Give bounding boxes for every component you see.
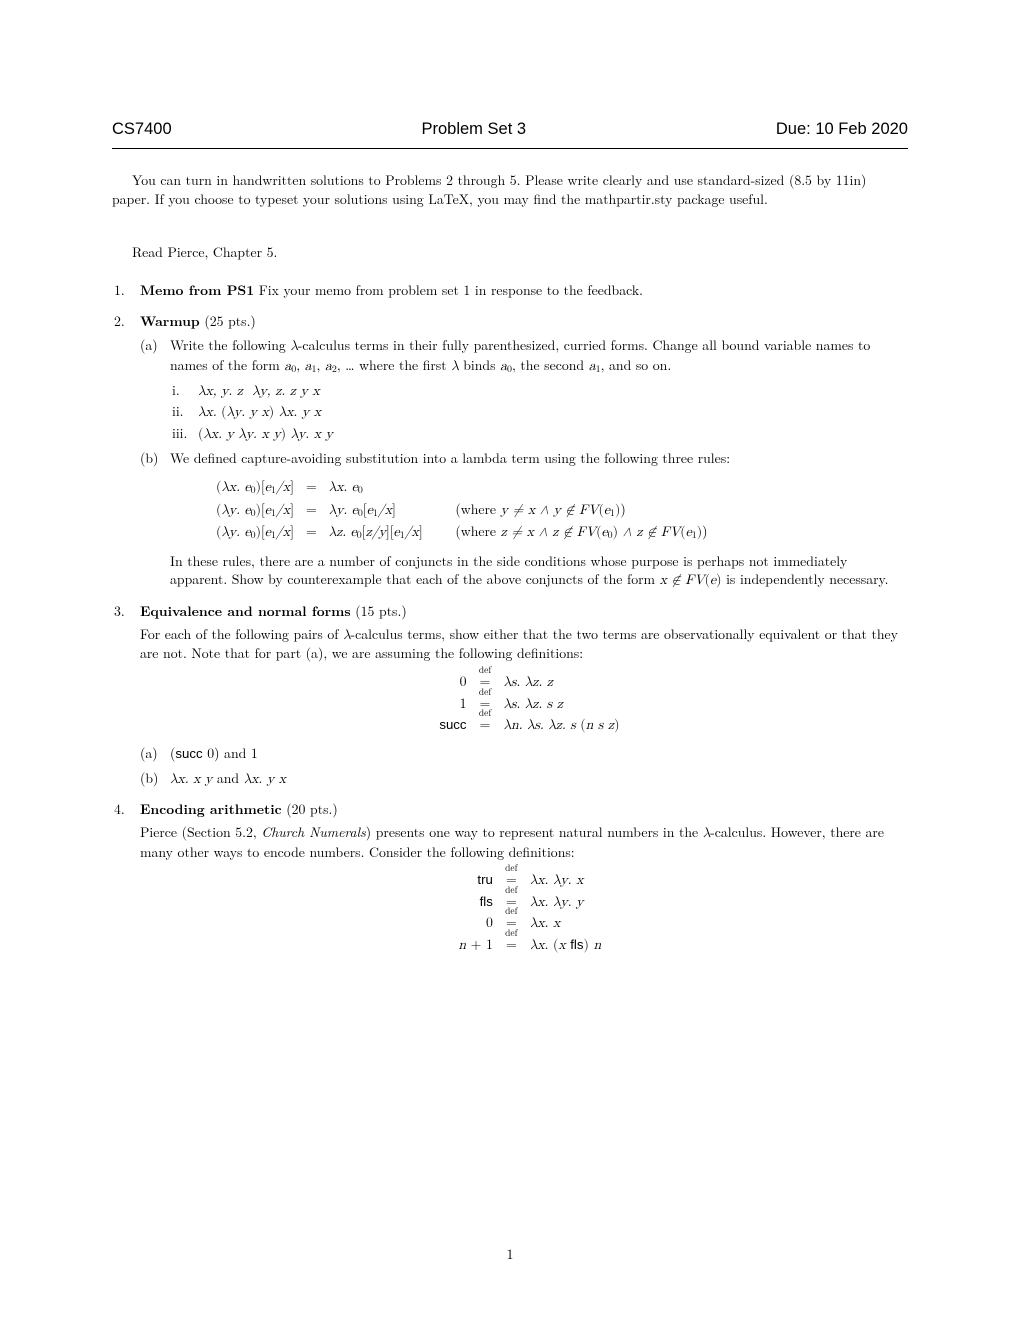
problem-3a: (succ 0) and 1 <box>170 744 908 763</box>
intro-paragraph: You can turn in handwritten solutions to… <box>112 171 908 208</box>
problem-3-points: (15 pts.) <box>355 601 406 621</box>
problems-list: Memo from PS1 Fix your memo from problem… <box>112 281 908 956</box>
reading-line: Read Pierce, Chapter 5. <box>112 243 908 262</box>
problem-3-intro: For each of the following pairs of λ-cal… <box>140 625 908 663</box>
page-header: CS7400 Problem Set 3 Due: 10 Feb 2020 <box>112 118 908 140</box>
substitution-rules: (λx. e0)[e1/x] = λx. e0 (λy. e0)[e1/x] =… <box>210 476 713 544</box>
problem-4-points: (20 pts.) <box>286 799 337 819</box>
problem-3b: λx. x y and λx. y x <box>170 769 908 789</box>
problem-1-body: Fix your memo from problem set 1 in resp… <box>259 280 643 300</box>
problem-3-defs: 0 def= λs. λz. z 1 def= λs. λz. s z succ… <box>423 671 626 736</box>
header-course: CS7400 <box>112 118 172 140</box>
problem-2b-after: In these rules, there are a number of co… <box>170 552 908 590</box>
header-title: Problem Set 3 <box>421 118 526 140</box>
problem-3-parts: (succ 0) and 1 λx. x y and λx. y x <box>140 744 908 789</box>
problem-1: Memo from PS1 Fix your memo from problem… <box>140 281 908 300</box>
problem-4-title: Encoding arithmetic <box>140 799 282 819</box>
header-due: Due: 10 Feb 2020 <box>776 118 908 140</box>
problem-2-parts: Write the following λ-calculus terms in … <box>140 336 908 590</box>
problem-4-defs: tru def= λx. λy. x fls def= λx. λy. y 0 … <box>441 869 607 956</box>
problem-2-points: (25 pts.) <box>204 311 255 331</box>
problem-2a-text: Write the following λ-calculus terms in … <box>170 335 870 375</box>
problem-2a: Write the following λ-calculus terms in … <box>170 336 908 443</box>
problem-4-intro: Pierce (Section 5.2, Church Numerals) pr… <box>140 823 908 861</box>
problem-2a-i: λx, y. z λy, z. z y x <box>198 381 908 401</box>
page-container: CS7400 Problem Set 3 Due: 10 Feb 2020 Yo… <box>0 0 1020 1320</box>
problem-2a-iii: (λx. y λy. x y) λy. x y <box>198 424 908 444</box>
problem-3-title: Equivalence and normal forms <box>140 601 351 621</box>
problem-4: Encoding arithmetic (20 pts.) Pierce (Se… <box>140 800 908 955</box>
problem-2b-text: We defined capture-avoiding substitution… <box>170 448 730 468</box>
problem-2a-items: λx, y. z λy, z. z y x λx. (λy. y x) λx. … <box>170 381 908 444</box>
page-number: 1 <box>0 1245 1020 1264</box>
header-rule <box>112 148 908 149</box>
problem-2b: We defined capture-avoiding substitution… <box>170 449 908 590</box>
problem-2a-ii: λx. (λy. y x) λx. y x <box>198 402 908 422</box>
problem-2-title: Warmup <box>140 311 200 331</box>
problem-2: Warmup (25 pts.) Write the following λ-c… <box>140 312 908 590</box>
problem-3: Equivalence and normal forms (15 pts.) F… <box>140 602 908 788</box>
problem-1-title: Memo from PS1 <box>140 280 254 300</box>
